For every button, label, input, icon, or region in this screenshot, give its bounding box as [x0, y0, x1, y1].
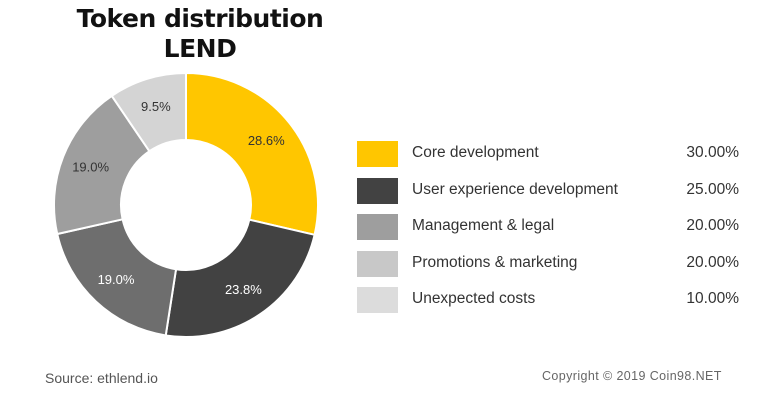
legend-label: Promotions & marketing [412, 253, 578, 271]
legend-item-core-development: Core development 30.00% [357, 141, 757, 167]
donut-slice-4 [110, 71, 187, 153]
slice-label-4: 9.5% [141, 99, 171, 114]
legend-swatch [357, 250, 398, 277]
legend-value: 20.00% [686, 253, 739, 271]
legend-swatch [357, 141, 398, 167]
legend-value: 20.00% [686, 217, 739, 234]
donut-slice-3 [53, 94, 151, 236]
slice-label-0: 28.6% [248, 133, 285, 148]
legend-label: User experience development [412, 180, 618, 198]
legend-swatch [357, 287, 398, 313]
copyright-note: Copyright © 2019 Coin98.NET [542, 369, 722, 383]
chart-legend: Core development 30.00% User experience … [357, 141, 757, 324]
legend-label: Core development [412, 144, 539, 161]
donut-slice-1 [164, 218, 316, 338]
slice-label-3: 19.0% [72, 159, 109, 174]
legend-label: Unexpected costs [412, 290, 536, 307]
slice-label-2: 19.0% [98, 272, 135, 287]
donut-slice-2 [56, 218, 178, 337]
legend-value: 30.00% [686, 144, 739, 161]
legend-label: Management & legal [412, 217, 555, 234]
chart-title-line-2: LEND [163, 34, 237, 63]
source-note: Source: ethlend.io [45, 370, 158, 386]
legend-value: 10.00% [686, 290, 739, 307]
legend-item-unexpected-costs: Unexpected costs 10.00% [357, 287, 757, 313]
chart-title-line-1: Token distribution [76, 4, 324, 33]
legend-item-promotions-marketing: Promotions & marketing 20.00% [357, 250, 757, 277]
slice-label-1: 23.8% [225, 282, 262, 297]
legend-value: 25.00% [686, 180, 739, 198]
legend-item-user-experience-development: User experience development 25.00% [357, 177, 757, 204]
legend-swatch [357, 177, 398, 204]
legend-item-management-legal: Management & legal 20.00% [357, 214, 757, 240]
chart-title: Token distribution LEND [40, 4, 360, 64]
donut-slice-0 [185, 71, 319, 237]
legend-swatch [357, 214, 398, 240]
